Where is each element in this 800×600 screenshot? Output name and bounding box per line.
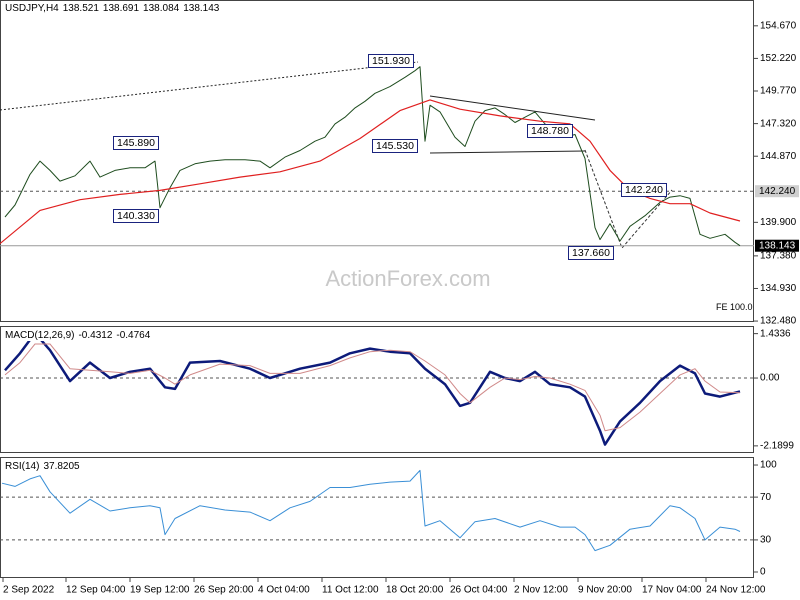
annotation: 145.890 <box>113 136 159 150</box>
x-tick-label: 24 Nov 12:00 <box>706 585 766 596</box>
x-tick-label: 4 Oct 04:00 <box>258 585 310 596</box>
annotation: 140.330 <box>113 209 159 223</box>
triangle-top <box>429 95 596 121</box>
rsi-panel <box>0 457 754 578</box>
rsi-title: RSI(14) <box>5 461 40 472</box>
rsi-value: 37.8205 <box>43 461 80 472</box>
annotation: 148.780 <box>527 124 573 138</box>
x-tick-label: 26 Oct 04:00 <box>450 585 508 596</box>
signal-value: -0.4764 <box>116 330 151 341</box>
y-tick-label: 134.930 <box>760 283 797 294</box>
watermark: ActionForex.com <box>325 266 490 291</box>
low: 138.084 <box>143 3 180 14</box>
annotation: 151.930 <box>368 54 414 68</box>
y-tick-label: 144.870 <box>760 151 797 162</box>
y-tick-label: 1.4336 <box>760 328 791 339</box>
y-tick-label: 30 <box>760 535 772 546</box>
y-tick-label: 147.320 <box>760 118 797 129</box>
y-tick-label: 70 <box>760 492 772 503</box>
series-line <box>4 331 741 446</box>
close: 138.143 <box>183 3 220 14</box>
level-label-box <box>755 185 799 198</box>
rsi-header: RSI(14) 37.8205 <box>5 461 80 472</box>
trend-line <box>0 61 419 111</box>
annotation: FE 100.0 <box>716 302 753 312</box>
y-tick-label: 137.380 <box>760 251 797 262</box>
macd-title: MACD(12,26,9) <box>5 330 75 341</box>
annotation: 142.240 <box>621 183 667 197</box>
x-tick-label: 2 Nov 12:00 <box>514 585 568 596</box>
y-tick-label: 154.670 <box>760 20 797 31</box>
price-label: 138.143 <box>759 240 796 251</box>
annotation: 145.530 <box>372 139 418 153</box>
price-header: USDJPY,H4 138.521 138.691 138.084 138.14… <box>5 3 220 14</box>
x-tick-label: 17 Nov 04:00 <box>642 585 702 596</box>
y-tick-label: -2.1899 <box>760 441 794 452</box>
series-line <box>1 469 741 552</box>
y-tick-label: 152.220 <box>760 53 797 64</box>
symbol: USDJPY,H4 <box>5 3 59 14</box>
x-tick-label: 12 Sep 04:00 <box>66 585 126 596</box>
y-tick-label: 0 <box>760 567 766 578</box>
series-line <box>0 99 741 245</box>
annotation: 137.660 <box>568 246 614 260</box>
high: 138.691 <box>102 3 140 14</box>
y-tick-label: 139.900 <box>760 217 797 228</box>
macd-panel <box>0 326 754 453</box>
y-tick-label: 100 <box>760 460 777 471</box>
triangle-bottom <box>429 150 586 154</box>
level-label: 142.240 <box>759 186 796 197</box>
macd-value: -0.4312 <box>78 330 113 341</box>
open: 138.521 <box>62 3 99 14</box>
y-tick-label: 0.00 <box>760 373 780 384</box>
macd-header: MACD(12,26,9) -0.4312 -0.4764 <box>5 330 151 341</box>
fib-line <box>584 149 673 249</box>
x-tick-label: 11 Oct 12:00 <box>322 585 379 596</box>
y-tick-label: 149.770 <box>760 86 797 97</box>
price-panel <box>0 0 754 322</box>
y-tick-label: 132.480 <box>760 316 797 327</box>
x-tick-label: 19 Sep 12:00 <box>130 585 190 596</box>
series-line <box>4 343 741 432</box>
x-tick-label: 2 Sep 2022 <box>3 585 55 596</box>
price-label-box <box>755 239 799 252</box>
series-line <box>4 66 741 247</box>
x-tick-label: 18 Oct 20:00 <box>386 585 444 596</box>
x-tick-label: 9 Nov 20:00 <box>578 585 632 596</box>
x-tick-label: 26 Sep 20:00 <box>194 585 254 596</box>
